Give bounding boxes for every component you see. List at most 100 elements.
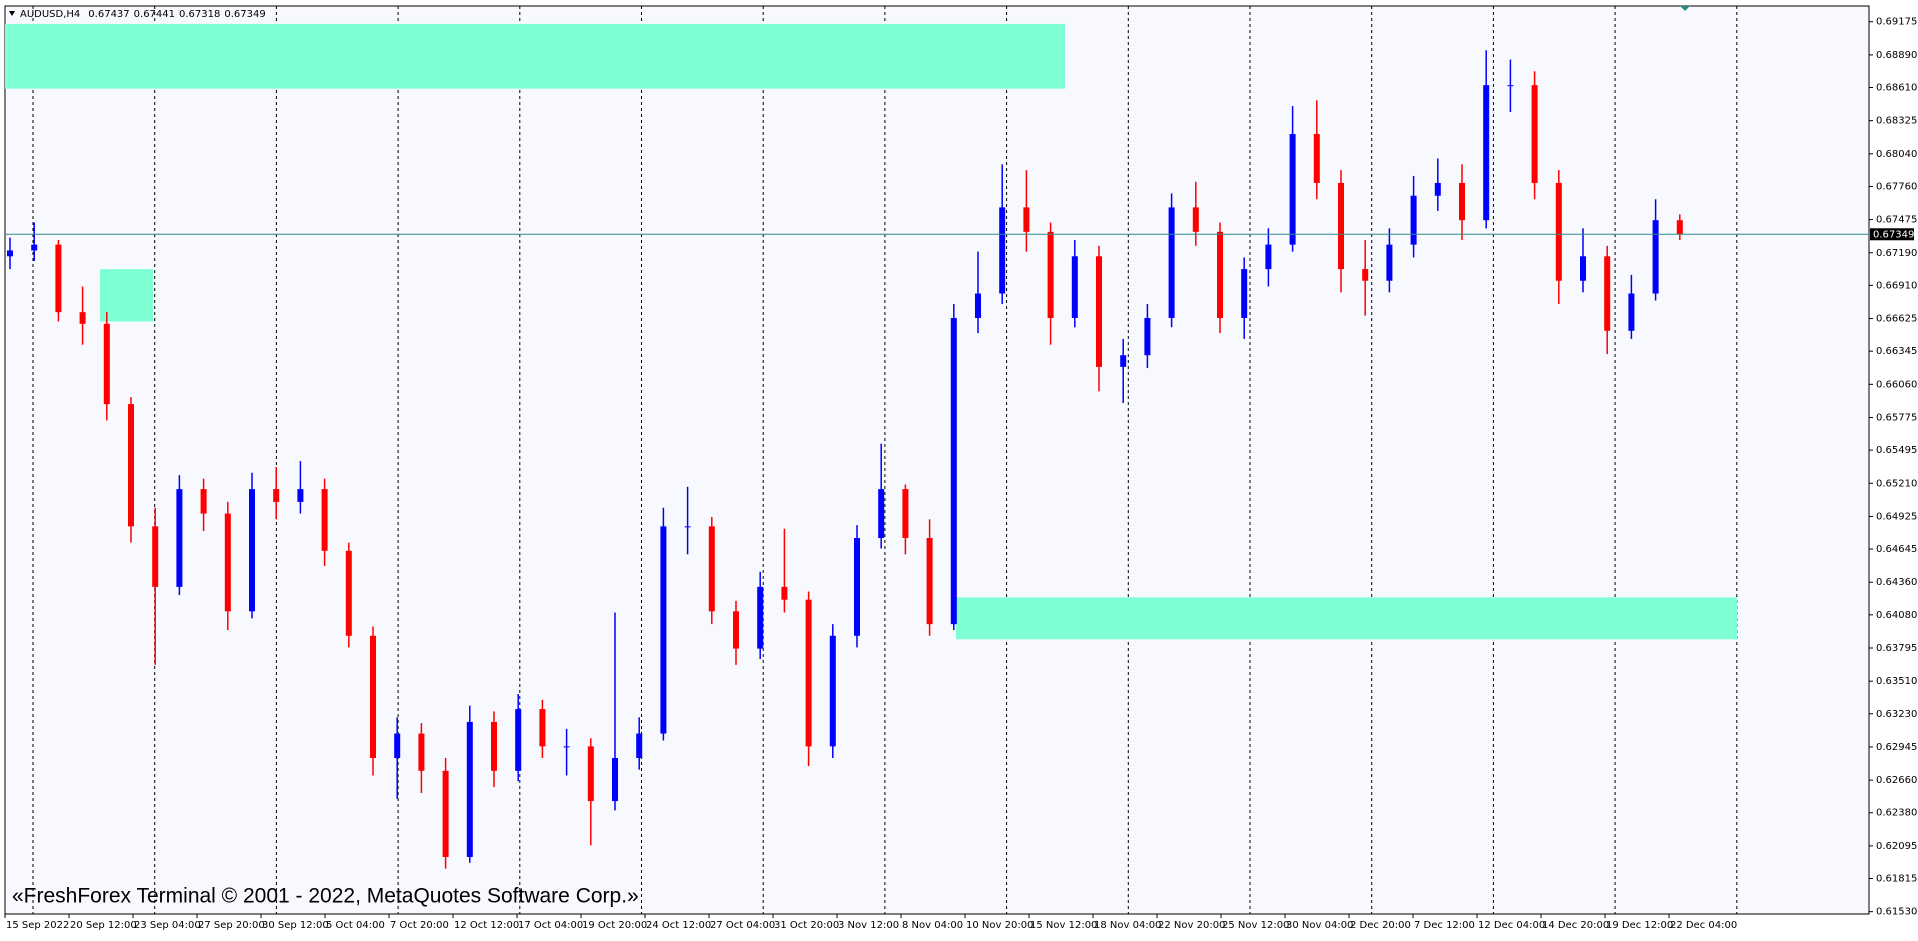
x-tick-label: 27 Oct 04:00 <box>710 920 775 931</box>
y-tick-label: 0.64080 <box>1876 610 1917 621</box>
x-tick-label: 3 Nov 12:00 <box>838 920 899 931</box>
y-tick-label: 0.63795 <box>1876 643 1917 654</box>
zone <box>956 597 1737 640</box>
candle-body <box>1604 256 1611 331</box>
candle-body <box>563 746 570 748</box>
candle-body <box>1096 256 1102 367</box>
candle-body <box>757 586 764 649</box>
x-tick-label: 8 Nov 04:00 <box>902 920 963 931</box>
price-label-box <box>1870 228 1914 241</box>
y-tick-label: 0.63510 <box>1876 676 1917 687</box>
y-tick-label: 0.67190 <box>1876 248 1917 259</box>
candle-body <box>684 526 691 528</box>
candle-body <box>1628 293 1635 331</box>
candle-body <box>176 489 183 587</box>
candle-body <box>539 709 546 747</box>
candle-body <box>1386 244 1393 281</box>
marker-triangle <box>1680 6 1690 11</box>
symbol: AUDUSD,H4 <box>20 9 80 20</box>
candle-body <box>1410 195 1417 245</box>
y-tick-label: 0.69175 <box>1876 17 1917 28</box>
x-tick-label: 7 Oct 20:00 <box>390 920 449 931</box>
candle-body <box>1047 231 1054 318</box>
candle-body <box>1507 85 1514 87</box>
x-tick-label: 30 Nov 04:00 <box>1286 920 1353 931</box>
low-price: 0.67318 <box>179 9 220 20</box>
candle-body <box>1241 269 1248 318</box>
x-tick-label: 12 Oct 12:00 <box>454 920 519 931</box>
candle-body <box>418 733 425 771</box>
candle-body <box>1362 269 1369 281</box>
candle-body <box>1434 182 1441 196</box>
x-tick-label: 12 Dec 04:00 <box>1478 920 1545 931</box>
candle-body <box>708 526 715 612</box>
x-tick-label: 17 Oct 04:00 <box>518 920 583 931</box>
y-tick-label: 0.67475 <box>1876 215 1917 226</box>
candle-body <box>999 207 1006 294</box>
candle-body <box>1459 182 1465 221</box>
candle-body <box>1168 207 1175 318</box>
candle-body <box>1071 256 1078 318</box>
candle-body <box>297 489 304 502</box>
candle-body <box>128 404 134 527</box>
x-tick-label: 2 Dec 20:00 <box>1350 920 1411 931</box>
price-label: 0.67349 <box>1873 229 1914 240</box>
x-tick-label: 30 Sep 12:00 <box>262 920 329 931</box>
candle-body <box>975 293 981 318</box>
candle-body <box>491 721 497 771</box>
y-tick-label: 0.65495 <box>1876 445 1917 456</box>
zone <box>100 269 153 322</box>
candle-body <box>733 611 739 649</box>
candle-body <box>1289 134 1296 245</box>
y-tick-label: 0.64645 <box>1876 544 1917 555</box>
y-tick-label: 0.64360 <box>1876 577 1917 588</box>
close-price: 0.67349 <box>224 9 265 20</box>
candle-body <box>878 489 885 538</box>
x-tick-label: 19 Oct 20:00 <box>582 920 647 931</box>
candle-body <box>1531 85 1538 183</box>
high-price: 0.67441 <box>134 9 175 20</box>
candle-body <box>200 489 207 514</box>
candle-body <box>660 526 667 734</box>
candle-body <box>370 635 376 759</box>
candle-body <box>515 709 522 771</box>
y-tick-label: 0.62380 <box>1876 808 1917 819</box>
candle-body <box>273 489 280 502</box>
candle-body <box>902 489 909 538</box>
candle-body <box>1144 317 1151 356</box>
y-tick-label: 0.66345 <box>1876 346 1917 357</box>
candle-body <box>1652 220 1659 294</box>
candle-body <box>103 323 110 405</box>
x-tick-label: 31 Oct 20:00 <box>774 920 839 931</box>
x-tick-label: 19 Dec 12:00 <box>1606 920 1673 931</box>
x-tick-label: 15 Sep 2022 <box>6 920 69 931</box>
y-tick-label: 0.63230 <box>1876 709 1917 720</box>
candle-body <box>950 317 957 625</box>
y-tick-label: 0.67760 <box>1876 181 1917 192</box>
candle-body <box>55 244 62 313</box>
y-tick-label: 0.62945 <box>1876 742 1917 753</box>
candle-body <box>612 758 618 802</box>
x-tick-label: 18 Nov 04:00 <box>1094 920 1161 931</box>
candle-body <box>1313 134 1320 183</box>
y-tick-label: 0.62660 <box>1876 775 1917 786</box>
chart-header: AUDUSD,H4 0.67437 0.67441 0.67318 0.67349 <box>20 9 266 20</box>
candle-body <box>854 537 860 636</box>
candle-body <box>1023 207 1030 232</box>
y-tick-label: 0.62095 <box>1876 841 1917 852</box>
candle-body <box>466 721 473 857</box>
candle-body <box>1580 256 1586 281</box>
y-tick-label: 0.65775 <box>1876 413 1917 424</box>
y-tick-label: 0.64925 <box>1876 511 1917 522</box>
x-tick-label: 25 Nov 12:00 <box>1222 920 1289 931</box>
candle-body <box>1676 220 1683 235</box>
plot-area <box>4 5 1870 915</box>
y-tick-label: 0.68610 <box>1876 82 1917 93</box>
y-tick-label: 0.66060 <box>1876 379 1917 390</box>
candle-body <box>829 635 836 747</box>
candle-body <box>1217 231 1223 318</box>
y-tick-label: 0.66910 <box>1876 280 1917 291</box>
candle-body <box>1120 355 1127 367</box>
